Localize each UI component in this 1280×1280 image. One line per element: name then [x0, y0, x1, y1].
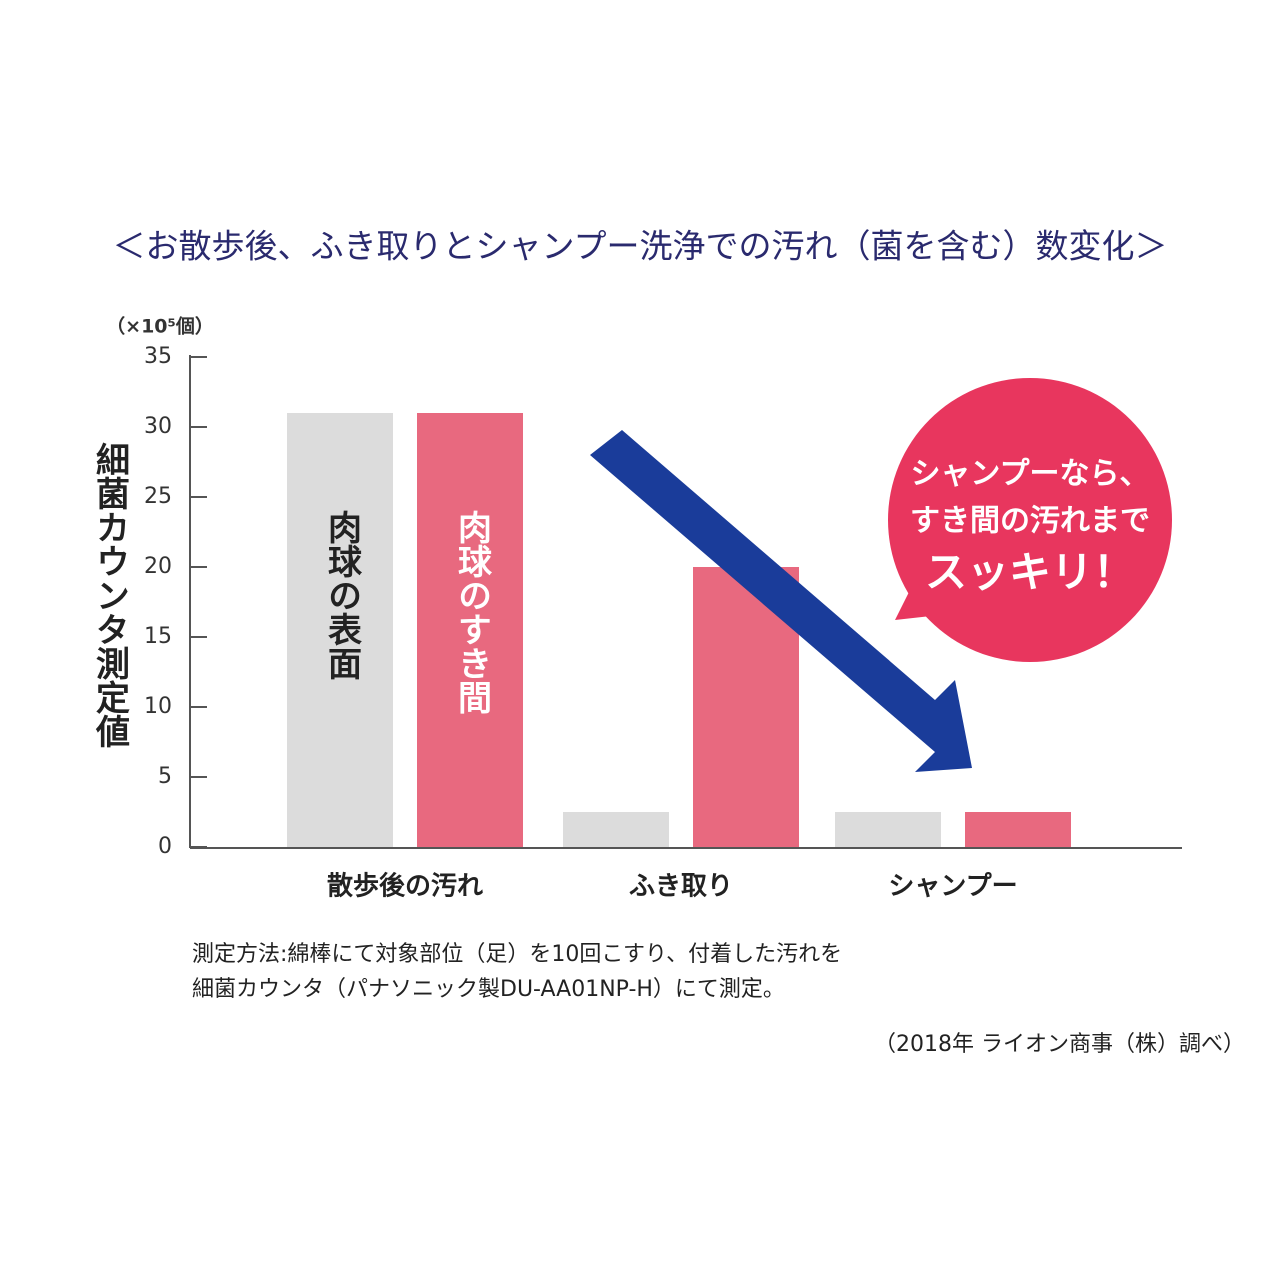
y-unit: （×10⁵個） — [106, 315, 214, 338]
bar — [835, 812, 941, 847]
bar — [417, 413, 523, 847]
bar — [965, 812, 1071, 847]
chart-title: ＜お散歩後、ふき取りとシャンプー洗浄での汚れ（菌を含む）数変化＞ — [112, 227, 1167, 266]
x-tick-label: シャンプー — [888, 872, 1017, 902]
callout-text: すき間の汚れまで — [910, 504, 1150, 539]
source: （2018年 ライオン商事（株）調べ） — [874, 1032, 1245, 1057]
series-label: 肉球の表面 — [322, 510, 362, 680]
y-tick-label: 35 — [144, 344, 172, 369]
callout-text: スッキリ！ — [925, 548, 1135, 597]
x-tick-label: ふき取り — [629, 872, 733, 902]
note: 測定方法:綿棒にて対象部位（足）を10回こすり、付着した汚れを — [192, 942, 842, 967]
y-tick-label: 30 — [144, 414, 172, 439]
callout-tail — [895, 590, 940, 620]
bar — [287, 413, 393, 847]
y-tick-label: 10 — [144, 694, 172, 719]
y-axis-label: 細菌カウンタ測定値 — [90, 442, 131, 748]
y-tick-label: 15 — [144, 624, 172, 649]
note: 細菌カウンタ（パナソニック製DU-AA01NP-H）にて測定。 — [192, 977, 785, 1002]
callout-bubble — [888, 378, 1172, 662]
arrow — [590, 430, 972, 772]
y-tick-label: 20 — [144, 554, 172, 579]
bar — [563, 812, 669, 847]
y-tick-label: 5 — [158, 764, 172, 789]
series-label: 肉球のすき間 — [452, 510, 492, 714]
callout-text: シャンプーなら、 — [910, 457, 1149, 492]
x-tick-label: 散歩後の汚れ — [327, 871, 483, 902]
y-tick-label: 0 — [158, 834, 172, 859]
y-tick-label: 25 — [144, 484, 172, 509]
